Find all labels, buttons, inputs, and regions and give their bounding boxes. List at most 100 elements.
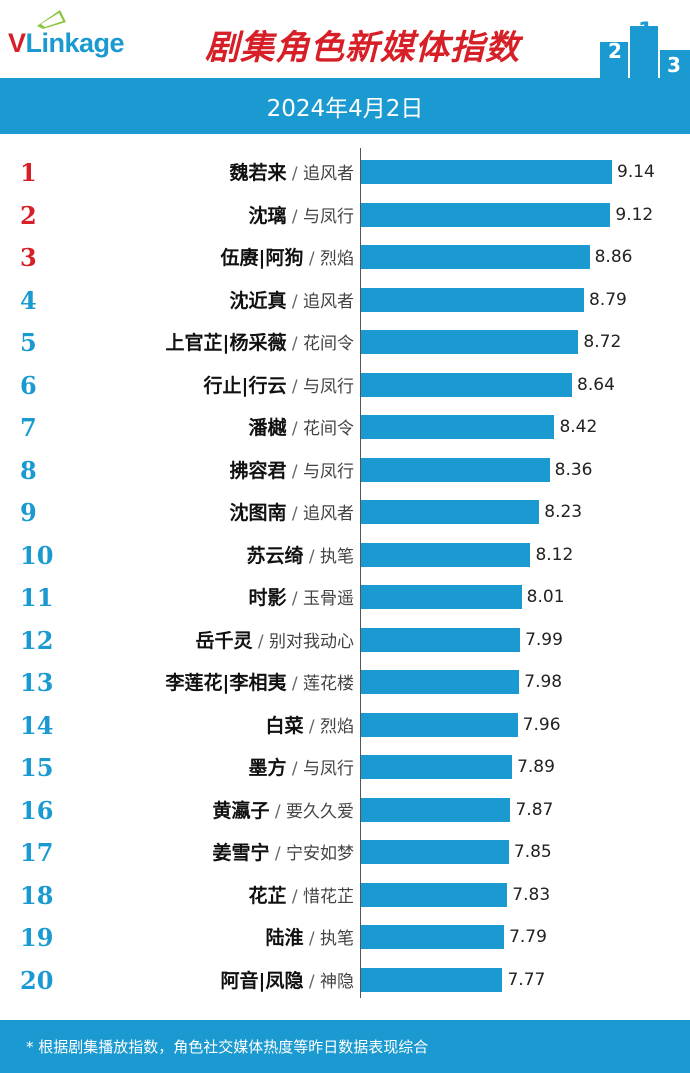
chart-row: 15 墨方 / 与凤行 7.89: [0, 745, 690, 785]
chart-row: 11 时影 / 玉骨遥 8.01: [0, 575, 690, 615]
chart-row: 4 沈近真 / 追风者 8.79: [0, 278, 690, 318]
chart-row: 3 伍赓|阿狗 / 烈焰 8.86: [0, 235, 690, 275]
bar: [361, 712, 518, 737]
bar: [361, 500, 540, 524]
bar: [361, 797, 511, 822]
date-banner: 2024年4月2日: [0, 78, 690, 134]
category-label: 潘樾 / 花间令: [248, 413, 354, 440]
bar: [361, 245, 590, 269]
header: VLinkage 剧集角色新媒体指数 2 1 3: [0, 0, 690, 78]
label-separator: /: [303, 929, 320, 949]
show-name: 别对我动心: [269, 631, 354, 652]
category-label: 沈图南 / 追风者: [229, 498, 354, 525]
value-label: 8.79: [589, 289, 627, 310]
podium-icon: 2 1 3: [600, 19, 690, 78]
character-name: 陆淮: [265, 927, 304, 949]
show-name: 追风者: [303, 291, 354, 312]
character-name: 沈图南: [229, 502, 287, 524]
show-name: 玉骨遥: [303, 589, 354, 609]
show-name: 惜花芷: [303, 886, 354, 907]
bar: [361, 160, 612, 184]
label-separator: /: [286, 589, 303, 609]
show-name: 烈焰: [320, 716, 354, 737]
label-separator: /: [286, 674, 303, 694]
page-title: 剧集角色新媒体指数: [205, 28, 520, 68]
chart-row: 14 白菜 / 烈焰 7.96: [0, 703, 690, 743]
value-label: 8.01: [526, 587, 565, 607]
rank-number: 11: [20, 583, 54, 612]
character-name: 伍赓|阿狗: [220, 247, 304, 269]
show-name: 神隐: [320, 971, 354, 992]
bar: [361, 457, 550, 482]
category-label: 苏云绮 / 执笔: [246, 541, 354, 568]
footnote: * 根据剧集播放指数，角色社交媒体热度等昨日数据表现综合: [26, 1038, 429, 1056]
rank-number: 16: [20, 795, 54, 825]
rank-number: 6: [20, 370, 37, 400]
category-label: 上官芷|杨采薇 / 花间令: [166, 328, 355, 355]
character-name: 岳千灵: [195, 629, 253, 652]
chart-row: 16 黄瀛子 / 要久久爱 7.87: [0, 788, 690, 828]
show-name: 与凤行: [303, 376, 354, 397]
bar: [361, 585, 522, 609]
category-label: 拂容君 / 与凤行: [229, 456, 354, 483]
rank-number: 13: [20, 668, 54, 697]
label-separator: /: [269, 801, 286, 822]
chart-row: 8 拂容君 / 与凤行 8.36: [0, 448, 690, 488]
rank-number: 19: [20, 923, 54, 952]
chart-row: 10 苏云绮 / 执笔 8.12: [0, 533, 690, 573]
podium-number-3: 3: [667, 53, 681, 77]
character-name: 墨方: [248, 757, 287, 779]
character-name: 上官芷|杨采薇: [165, 332, 287, 354]
character-name: 魏若来: [229, 162, 287, 184]
ranking-chart: 1 魏若来 / 追风者 9.14 2 沈璃 / 与凤行 9.12 3 伍赓|阿狗 / 烈焰 8.…: [0, 134, 690, 1014]
label-separator: /: [286, 376, 303, 397]
logo-flag-icon: [37, 10, 66, 29]
rank-number: 18: [20, 880, 54, 910]
rank-number: 12: [20, 625, 54, 655]
category-label: 姜雪宁 / 宁安如梦: [212, 838, 354, 865]
bar: [361, 840, 509, 864]
value-label: 7.87: [515, 799, 554, 820]
value-label: 7.77: [507, 969, 546, 990]
rank-number: 15: [20, 753, 54, 782]
chart-row: 17 姜雪宁 / 宁安如梦 7.85: [0, 830, 690, 870]
chart-row: 9 沈图南 / 追风者 8.23: [0, 490, 690, 530]
value-label: 8.36: [554, 459, 593, 480]
chart-row: 20 阿音|凤隐 / 神隐 7.77: [0, 958, 690, 998]
bar: [361, 542, 531, 567]
show-name: 烈焰: [320, 249, 354, 269]
character-name: 时影: [248, 587, 287, 609]
rank-number: 4: [20, 285, 37, 315]
category-label: 陆淮 / 执笔: [265, 923, 354, 950]
chart-row: 12 岳千灵 / 别对我动心 7.99: [0, 618, 690, 658]
vlinkage-logo: VLinkage: [8, 28, 125, 58]
category-label: 沈璃 / 与凤行: [248, 201, 354, 228]
value-label: 7.89: [517, 757, 555, 777]
label-separator: /: [286, 504, 303, 524]
bar: [361, 967, 503, 992]
show-name: 与凤行: [303, 461, 354, 482]
footer: * 根据剧集播放指数，角色社交媒体热度等昨日数据表现综合: [0, 1020, 690, 1073]
date-label: 2024年4月2日: [266, 96, 424, 122]
category-label: 时影 / 玉骨遥: [248, 583, 354, 610]
category-label: 伍赓|阿狗 / 烈焰: [221, 243, 355, 270]
chart-row: 2 沈璃 / 与凤行 9.12: [0, 193, 690, 233]
label-separator: /: [286, 164, 303, 184]
bar: [361, 882, 508, 907]
chart-row: 13 李莲花|李相夷 / 莲花楼 7.98: [0, 660, 690, 700]
show-name: 宁安如梦: [286, 844, 354, 864]
rank-number: 3: [20, 243, 37, 272]
rank-number: 5: [20, 328, 37, 357]
character-name: 潘樾: [248, 417, 287, 439]
chart-row: 5 上官芷|杨采薇 / 花间令 8.72: [0, 320, 690, 360]
label-separator: /: [303, 249, 320, 269]
character-name: 拂容君: [229, 459, 287, 482]
value-label: 7.98: [524, 672, 563, 692]
rank-number: 9: [20, 498, 37, 527]
show-name: 要久久爱: [286, 801, 354, 822]
value-label: 7.99: [525, 629, 563, 650]
label-separator: /: [286, 291, 303, 312]
rank-number: 2: [20, 200, 37, 230]
category-label: 阿音|凤隐 / 神隐: [221, 966, 355, 993]
category-label: 白菜 / 烈焰: [265, 711, 354, 738]
